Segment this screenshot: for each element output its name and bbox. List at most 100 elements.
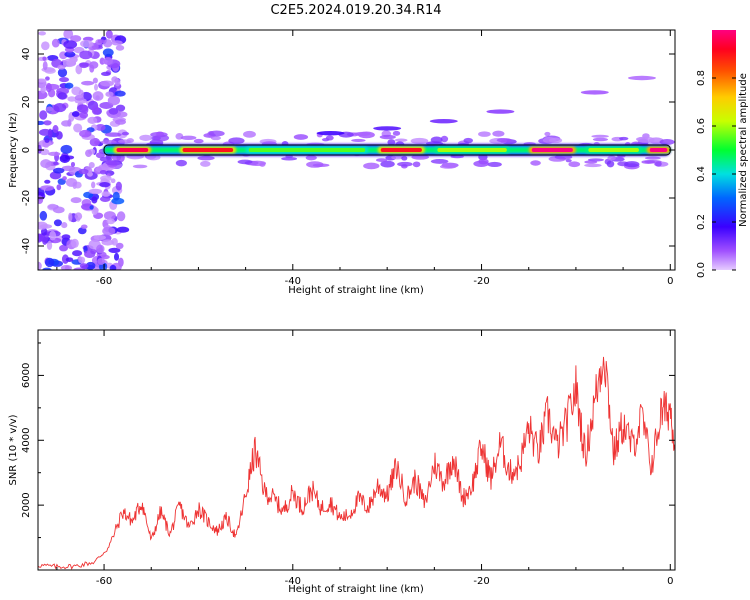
- noise-blob: [619, 136, 629, 141]
- noise-blob: [71, 111, 80, 117]
- noise-blob: [78, 256, 86, 264]
- snr-y-label: SNR (10 * v/v): [8, 414, 19, 485]
- noise-blob: [64, 51, 76, 58]
- noise-blob: [228, 137, 245, 145]
- noise-blob: [93, 234, 106, 241]
- noise-blob: [38, 90, 48, 100]
- noise-blob: [85, 261, 96, 270]
- y-tick-label: -40: [21, 238, 32, 254]
- harmonic-mark: [580, 90, 609, 95]
- noise-blob: [105, 30, 113, 39]
- noise-blob: [392, 130, 401, 136]
- noise-blob: [72, 250, 83, 257]
- snr-x-ticks: -60 -40 -20 0: [56, 330, 673, 587]
- noise-blob: [44, 179, 51, 184]
- noise-blob: [80, 224, 88, 230]
- noise-blob: [114, 119, 127, 125]
- figure-title: C2E5.2024.019.20.34.R14: [270, 3, 441, 18]
- noise-blob: [88, 161, 95, 169]
- noise-blob: [391, 155, 404, 160]
- noise-blob: [180, 135, 197, 140]
- noise-blob: [61, 234, 71, 240]
- noise-blob: [81, 80, 95, 86]
- noise-blob: [57, 64, 66, 70]
- noise-blob: [62, 176, 67, 181]
- noise-blob: [293, 134, 309, 140]
- noise-blob: [565, 159, 572, 163]
- noise-blob: [41, 227, 48, 236]
- noise-blob: [387, 139, 396, 146]
- noise-blob: [439, 164, 457, 169]
- noise-blob: [105, 159, 122, 166]
- noise-blob: [60, 144, 73, 154]
- noise-blob: [111, 237, 118, 246]
- noise-blob: [45, 82, 52, 93]
- noise-blob: [90, 248, 97, 255]
- noise-blob: [79, 129, 92, 138]
- noise-blob: [394, 138, 408, 142]
- noise-blob: [126, 138, 135, 143]
- noise-blob: [70, 238, 79, 248]
- noise-blob: [116, 211, 126, 222]
- noise-blob: [78, 89, 84, 99]
- noise-blob: [99, 181, 111, 188]
- noise-blob: [52, 206, 65, 214]
- noise-blob: [85, 149, 93, 158]
- x-tick-label: -40: [285, 576, 301, 587]
- ridge-core: [649, 148, 668, 152]
- noise-blob: [67, 96, 77, 102]
- noise-blob: [42, 61, 48, 71]
- noise-blob: [478, 158, 489, 165]
- noise-blob: [52, 167, 65, 174]
- noise-blob: [108, 107, 119, 115]
- x-tick-label: -20: [473, 276, 489, 287]
- noise-blob: [67, 118, 72, 127]
- snr-panel: -60 -40 -20 0 2000 4000 6000 Height of straig…: [8, 329, 676, 595]
- noise-blob: [496, 137, 512, 143]
- noise-blob: [363, 162, 380, 170]
- ridge-core: [248, 148, 366, 152]
- noise-blob: [51, 38, 60, 48]
- noise-blob: [592, 137, 609, 142]
- noise-blob: [89, 61, 99, 69]
- snr-y-ticks: 2000 4000 6000: [21, 342, 675, 539]
- noise-blob: [153, 134, 170, 142]
- noise-blob: [208, 130, 225, 137]
- harmonic-mark: [429, 119, 458, 124]
- noise-blob: [101, 239, 115, 246]
- noise-blob: [74, 212, 83, 221]
- colorbar-tick-label: 0.0: [696, 262, 707, 278]
- noise-blob: [38, 31, 46, 36]
- noise-blob: [96, 244, 105, 254]
- noise-blob: [193, 138, 204, 144]
- noise-blob: [412, 161, 421, 168]
- noise-blob: [607, 155, 616, 161]
- noise-blob: [115, 242, 124, 250]
- spectrogram-marks: [38, 30, 675, 270]
- harmonic-mark: [627, 75, 656, 81]
- noise-blob: [65, 177, 78, 187]
- noise-blob: [44, 138, 50, 143]
- noise-blob: [49, 230, 57, 241]
- noise-blob: [115, 181, 122, 191]
- noise-blob: [99, 169, 107, 175]
- y-tick-label: 20: [21, 96, 32, 109]
- spectrogram-y-label: Frequency (Hz): [8, 112, 19, 188]
- noise-blob: [59, 244, 68, 252]
- noise-blob: [175, 159, 187, 167]
- noise-blob: [61, 222, 68, 229]
- x-tick-label: 0: [667, 276, 673, 287]
- noise-blob: [110, 178, 116, 184]
- noise-blob: [101, 191, 111, 197]
- noise-blob: [68, 212, 73, 222]
- noise-blob: [46, 240, 53, 250]
- y-tick-label: 40: [21, 48, 32, 61]
- noise-blob: [100, 175, 112, 182]
- x-tick-label: -20: [473, 576, 489, 587]
- noise-blob: [397, 161, 413, 167]
- noise-blob: [549, 137, 563, 144]
- noise-blob: [70, 161, 76, 167]
- x-tick-label: 0: [667, 576, 673, 587]
- noise-blob: [115, 104, 126, 112]
- noise-blob: [237, 159, 253, 165]
